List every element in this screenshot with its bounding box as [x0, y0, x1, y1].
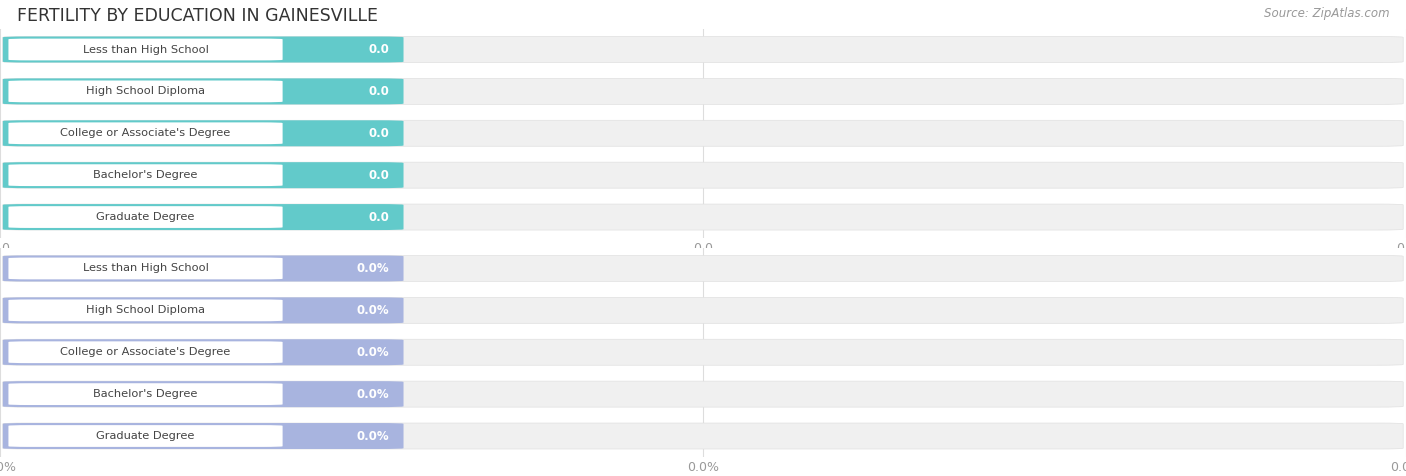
Text: FERTILITY BY EDUCATION IN GAINESVILLE: FERTILITY BY EDUCATION IN GAINESVILLE: [17, 7, 378, 25]
Text: Graduate Degree: Graduate Degree: [97, 212, 194, 222]
FancyBboxPatch shape: [3, 79, 404, 104]
Text: College or Associate's Degree: College or Associate's Degree: [60, 128, 231, 139]
FancyBboxPatch shape: [8, 206, 283, 228]
FancyBboxPatch shape: [3, 37, 404, 62]
Text: 0.0%: 0.0%: [357, 346, 389, 359]
FancyBboxPatch shape: [3, 162, 404, 188]
Text: High School Diploma: High School Diploma: [86, 305, 205, 316]
FancyBboxPatch shape: [8, 80, 283, 102]
Text: Bachelor's Degree: Bachelor's Degree: [93, 389, 198, 399]
Text: Less than High School: Less than High School: [83, 263, 208, 274]
Text: College or Associate's Degree: College or Associate's Degree: [60, 347, 231, 357]
Text: 0.0: 0.0: [368, 85, 389, 98]
FancyBboxPatch shape: [8, 164, 283, 186]
FancyBboxPatch shape: [3, 298, 1403, 323]
FancyBboxPatch shape: [3, 339, 404, 365]
FancyBboxPatch shape: [8, 341, 283, 363]
FancyBboxPatch shape: [8, 299, 283, 321]
Text: 0.0%: 0.0%: [357, 429, 389, 443]
FancyBboxPatch shape: [3, 120, 404, 146]
Text: 0.0%: 0.0%: [357, 304, 389, 317]
FancyBboxPatch shape: [8, 258, 283, 279]
FancyBboxPatch shape: [3, 298, 404, 323]
Text: Less than High School: Less than High School: [83, 44, 208, 55]
FancyBboxPatch shape: [8, 122, 283, 144]
FancyBboxPatch shape: [3, 162, 1403, 188]
Text: High School Diploma: High School Diploma: [86, 86, 205, 97]
FancyBboxPatch shape: [3, 204, 404, 230]
FancyBboxPatch shape: [3, 423, 1403, 449]
FancyBboxPatch shape: [3, 79, 1403, 104]
Text: 0.0%: 0.0%: [357, 387, 389, 401]
FancyBboxPatch shape: [3, 381, 404, 407]
FancyBboxPatch shape: [3, 204, 1403, 230]
FancyBboxPatch shape: [3, 381, 1403, 407]
Text: 0.0: 0.0: [368, 127, 389, 140]
Text: 0.0: 0.0: [368, 210, 389, 224]
Text: Source: ZipAtlas.com: Source: ZipAtlas.com: [1264, 7, 1389, 20]
Text: 0.0%: 0.0%: [357, 262, 389, 275]
Text: 0.0: 0.0: [368, 169, 389, 182]
FancyBboxPatch shape: [8, 425, 283, 447]
FancyBboxPatch shape: [8, 383, 283, 405]
Text: Graduate Degree: Graduate Degree: [97, 431, 194, 441]
FancyBboxPatch shape: [3, 120, 1403, 146]
FancyBboxPatch shape: [3, 339, 1403, 365]
FancyBboxPatch shape: [3, 256, 404, 281]
FancyBboxPatch shape: [3, 423, 404, 449]
Text: Bachelor's Degree: Bachelor's Degree: [93, 170, 198, 180]
FancyBboxPatch shape: [3, 256, 1403, 281]
FancyBboxPatch shape: [3, 37, 1403, 62]
Text: 0.0: 0.0: [368, 43, 389, 56]
FancyBboxPatch shape: [8, 39, 283, 60]
